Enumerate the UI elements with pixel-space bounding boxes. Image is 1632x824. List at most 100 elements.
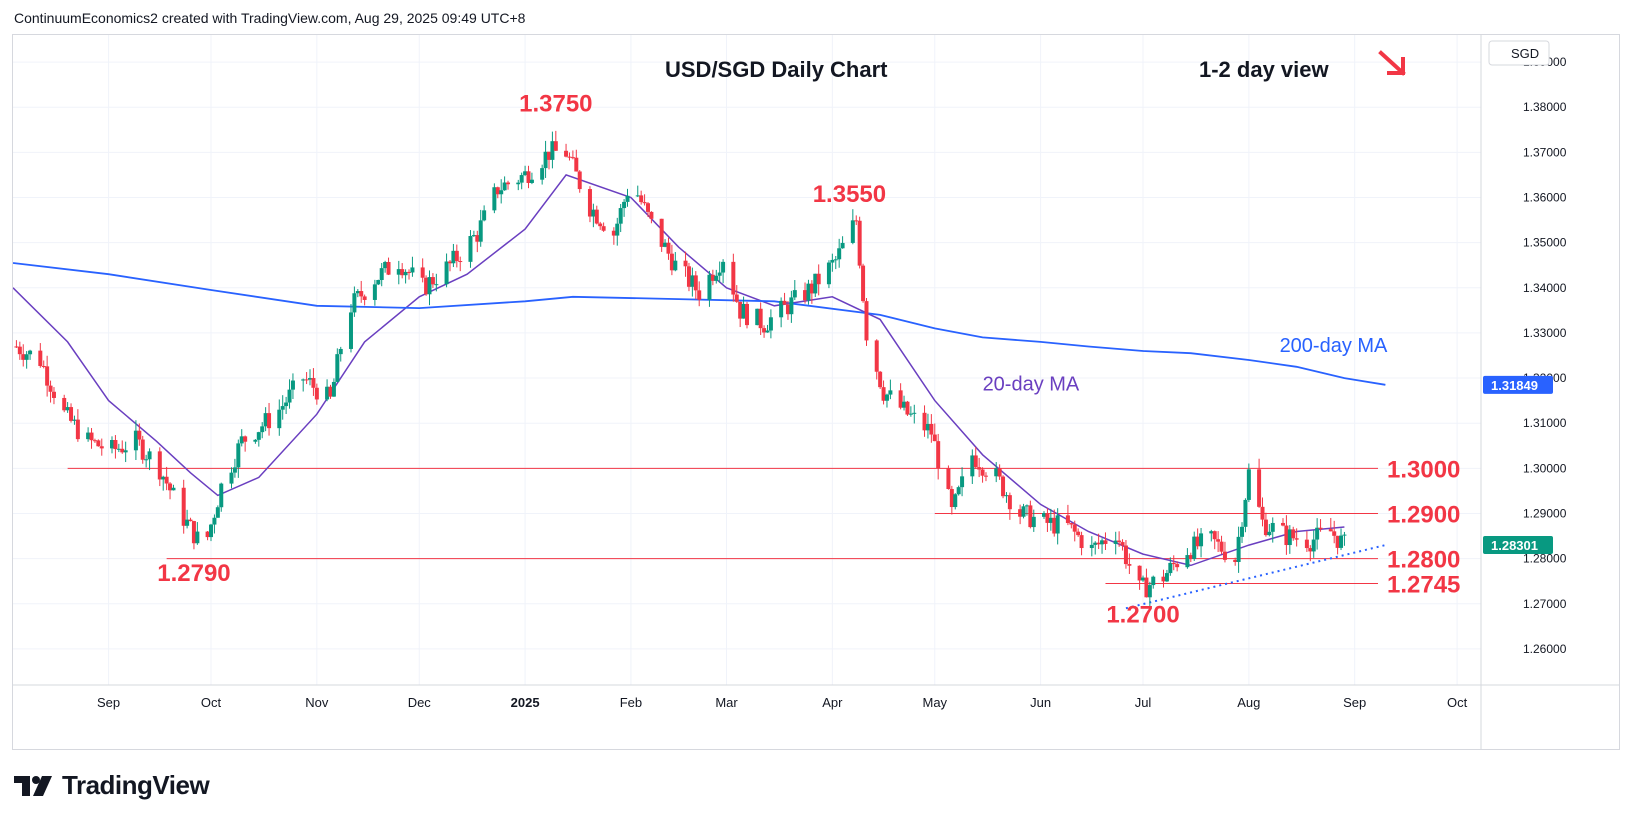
candle-body — [41, 365, 46, 367]
candle-body — [1001, 476, 1006, 497]
candle-body — [683, 260, 688, 267]
candle-body — [1188, 555, 1193, 559]
candle-body — [1069, 523, 1074, 525]
candle-body — [1137, 565, 1142, 581]
candle-body — [519, 175, 524, 183]
candle-body — [188, 519, 193, 522]
candle-body — [973, 455, 978, 468]
tradingview-brand: TradingView — [62, 770, 210, 800]
candle-body — [523, 171, 528, 176]
candle-body — [591, 209, 596, 217]
price-annotation: 1.2790 — [157, 560, 230, 587]
candle-body — [1315, 527, 1320, 540]
candle-body — [768, 317, 773, 331]
x-tick-label: Dec — [408, 695, 432, 710]
chart-frame[interactable]: 1.3000 1.2900 1.2800 1.2745 20-day MA 200-day… — [12, 34, 1620, 750]
candle-body — [181, 487, 186, 526]
candle-body — [314, 387, 319, 400]
candle-body — [451, 250, 456, 264]
candle-body — [1280, 522, 1285, 526]
candle-body — [1076, 531, 1081, 536]
candle-body — [144, 459, 149, 461]
candle-body — [1161, 576, 1166, 582]
price-annotation: 1.3550 — [813, 181, 886, 208]
candle-body — [17, 346, 22, 355]
candle-body — [1093, 542, 1098, 545]
candle-body — [1007, 495, 1012, 510]
candle-body — [1048, 517, 1053, 523]
candle-body — [745, 303, 749, 326]
candle-body — [1065, 515, 1070, 524]
candle-body — [1031, 516, 1036, 528]
candle-body — [110, 440, 115, 449]
candle-body — [1308, 548, 1313, 552]
candle-body — [458, 261, 463, 263]
candle-body — [717, 272, 722, 276]
chart-attribution: ContinuumEconomics2 created with Trading… — [14, 10, 526, 26]
candle-body — [331, 381, 336, 397]
candle-body — [219, 483, 224, 508]
candle-body — [816, 273, 821, 285]
candle-body — [1141, 577, 1146, 581]
tradingview-logo[interactable]: TradingView — [14, 770, 210, 801]
candle-body — [977, 467, 982, 470]
candle-body — [263, 413, 268, 427]
candle-body — [840, 242, 845, 249]
candle-body — [553, 141, 558, 151]
ma20-label: 20-day MA — [983, 374, 1080, 396]
candle-body — [803, 290, 808, 301]
candle-body — [1243, 499, 1248, 527]
candle-body — [1195, 536, 1200, 547]
candle-body — [301, 379, 306, 381]
candle-body — [570, 157, 575, 159]
candle-body — [478, 220, 483, 242]
candle-body — [407, 271, 412, 273]
moving-averages — [13, 174, 1386, 567]
candle-body — [543, 151, 548, 169]
view-label: 1-2 day view — [1199, 57, 1330, 82]
candle-body — [635, 195, 640, 197]
candle-body — [410, 267, 415, 273]
ma200-label: 200-day MA — [1280, 335, 1388, 357]
candle-body — [48, 385, 53, 392]
candle-body — [1185, 555, 1190, 568]
candle-body — [383, 261, 388, 269]
candle-body — [830, 259, 835, 263]
candle-body — [239, 436, 244, 444]
candle-body — [1318, 527, 1323, 530]
candle-body — [762, 328, 767, 333]
candle-body — [1123, 545, 1128, 565]
candle-body — [1257, 469, 1262, 507]
candle-body — [284, 402, 289, 407]
candle-body — [1342, 534, 1347, 536]
candle-body — [157, 451, 162, 480]
x-tick-label: Apr — [822, 695, 843, 710]
chart-title: USD/SGD Daily Chart — [665, 57, 888, 82]
candle-body — [14, 346, 19, 348]
candle-body — [826, 262, 831, 285]
candle-body — [738, 301, 743, 319]
candle-body — [1021, 506, 1026, 517]
candle-body — [1175, 564, 1180, 568]
x-tick-label: Sep — [1343, 695, 1366, 710]
x-tick-label: Jul — [1135, 695, 1152, 710]
candle-body — [932, 434, 937, 442]
candle-body — [362, 296, 367, 300]
candle-body — [1233, 559, 1238, 562]
candle-body — [1045, 513, 1050, 523]
candle-body — [267, 413, 272, 429]
candle-body — [710, 274, 715, 281]
candle-body — [21, 354, 26, 360]
candle-body — [1291, 529, 1296, 539]
candle-body — [236, 443, 241, 468]
candle-body — [1151, 576, 1156, 586]
candle-body — [690, 275, 695, 287]
candle-body — [1260, 506, 1265, 520]
candle-body — [833, 259, 838, 261]
candle-body — [625, 195, 630, 202]
tradingview-logo-icon — [14, 775, 52, 796]
candle-body — [574, 157, 579, 172]
candle-body — [861, 265, 866, 302]
candle-body — [379, 268, 384, 280]
